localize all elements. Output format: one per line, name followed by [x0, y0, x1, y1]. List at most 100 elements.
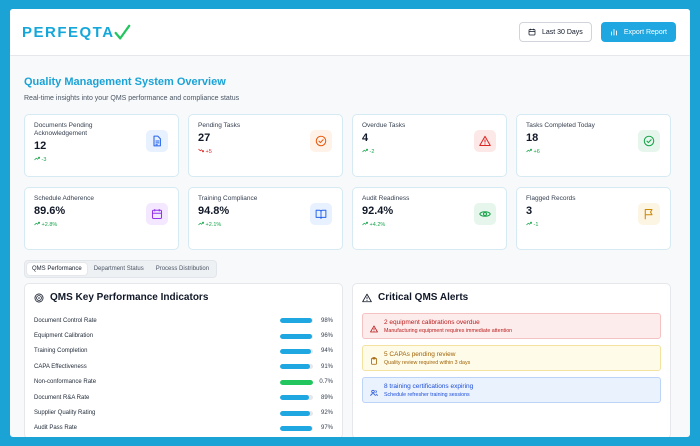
metric-card[interactable]: Schedule Adherence 89.6% +2.8% [24, 187, 179, 250]
trend-down-icon [198, 148, 204, 155]
metric-trend: -1 [526, 221, 661, 228]
trend-up-icon [526, 221, 532, 228]
metric-card[interactable]: Flagged Records 3 -1 [516, 187, 671, 250]
alert-item[interactable]: 5 CAPAs pending review Quality review re… [362, 345, 661, 371]
bar-chart-icon [610, 29, 617, 36]
warning-icon [370, 320, 378, 333]
date-range-button[interactable]: Last 30 Days [518, 22, 592, 42]
kpi-progress-fill [280, 395, 310, 401]
metric-value: 94.8% [198, 205, 230, 217]
metric-label: Training Compliance [198, 195, 258, 202]
kpi-name: CAPA Effectiveness [34, 363, 87, 370]
metric-card[interactable]: Tasks Completed Today 18 +6 [516, 114, 671, 177]
metric-trend-value: -2 [369, 149, 375, 155]
flag-icon [638, 203, 660, 225]
metric-card[interactable]: Audit Readiness 92.4% +4.2% [352, 187, 507, 250]
metric-trend: -2 [362, 148, 497, 155]
kpi-progress-fill [280, 379, 313, 385]
alert-description: Schedule refresher training sessions [384, 392, 470, 398]
app-window: PERFEQTA Last 30 Days Export Report Qual… [10, 9, 690, 437]
metric-trend: -3 [34, 156, 169, 163]
kpi-row: Document R&A Rate 89% [34, 390, 333, 405]
kpi-row: Non-conformance Rate 0.7% [34, 375, 333, 390]
page-subtitle: Real-time insights into your QMS perform… [24, 95, 240, 102]
check-circle-icon [310, 130, 332, 152]
tab-department-status[interactable]: Department Status [93, 266, 144, 272]
alert-title: 5 CAPAs pending review [384, 351, 456, 358]
export-report-button[interactable]: Export Report [600, 22, 676, 42]
kpi-panel: QMS Key Performance Indicators Document … [24, 283, 343, 437]
metric-card[interactable]: Overdue Tasks 4 -2 [352, 114, 507, 177]
metric-trend-value: +2.8% [41, 222, 58, 228]
kpi-value: 89% [320, 394, 333, 401]
kpi-progress-fill [280, 318, 313, 324]
metric-card[interactable]: Documents Pending Acknowledgement 12 -3 [24, 114, 179, 177]
kpi-name: Non-conformance Rate [34, 379, 97, 386]
metric-trend-value: -1 [533, 222, 539, 228]
metric-trend: +2.1% [198, 221, 333, 228]
metric-label: Pending Tasks [198, 122, 241, 129]
kpi-row: Audit Pass Rate 97% [34, 421, 333, 436]
kpi-row: Training Completion 94% [34, 344, 333, 359]
kpi-name: Audit Pass Rate [34, 425, 78, 432]
alert-item[interactable]: 8 training certifications expiring Sched… [362, 377, 661, 403]
alert-description: Quality review required within 3 days [384, 360, 471, 366]
metric-card[interactable]: Training Compliance 94.8% +2.1% [188, 187, 343, 250]
kpi-name: Supplier Quality Rating [34, 410, 96, 417]
kpi-progress-bar [280, 410, 313, 416]
alert-description: Manufacturing equipment requires immedia… [384, 328, 513, 334]
metric-trend: +5 [198, 148, 333, 155]
book-icon [310, 203, 332, 225]
kpi-progress-fill [280, 425, 312, 431]
kpi-value: 96% [320, 333, 333, 340]
kpi-panel-title: QMS Key Performance Indicators [50, 292, 209, 303]
trend-up-icon [34, 156, 40, 163]
target-icon [34, 293, 44, 302]
document-icon [146, 130, 168, 152]
kpi-progress-bar [280, 348, 313, 354]
logo-check-icon [114, 24, 130, 40]
metric-trend: +2.8% [34, 221, 169, 228]
kpi-value: 94% [320, 348, 333, 355]
kpi-progress-bar [280, 379, 313, 385]
kpi-progress-bar [280, 333, 313, 339]
warning-icon [474, 130, 496, 152]
tab-process-distribution[interactable]: Process Distribution [155, 266, 210, 272]
eye-icon [474, 203, 496, 225]
kpi-value: 91% [320, 363, 333, 370]
kpi-name: Training Completion [34, 348, 88, 355]
trend-up-icon [198, 221, 204, 228]
logo-text: PERFEQTA [22, 23, 115, 41]
metric-value: 89.6% [34, 205, 66, 217]
metric-value: 4 [362, 132, 369, 144]
kpi-value: 98% [320, 317, 333, 324]
metric-value: 3 [526, 205, 533, 217]
metric-label: Documents Pending Acknowledgement [34, 122, 93, 137]
metric-value: 18 [526, 132, 539, 144]
kpi-list: Document Control Rate 98% Equipment Cali… [34, 313, 333, 436]
metric-card[interactable]: Pending Tasks 27 +5 [188, 114, 343, 177]
metric-value: 12 [34, 140, 47, 152]
clipboard-icon [370, 352, 378, 365]
kpi-row: Supplier Quality Rating 92% [34, 405, 333, 420]
metric-label: Flagged Records [526, 195, 576, 202]
metric-label: Audit Readiness [362, 195, 410, 202]
tab-qms-performance[interactable]: QMS Performance [27, 263, 87, 275]
alert-title: 8 training certifications expiring [384, 383, 474, 390]
metric-trend-value: -3 [41, 157, 47, 163]
alerts-panel-title: Critical QMS Alerts [378, 292, 469, 303]
alert-item[interactable]: 2 equipment calibrations overdue Manufac… [362, 313, 661, 339]
logo[interactable]: PERFEQTA [22, 22, 131, 42]
kpi-row: Document Control Rate 98% [34, 313, 333, 328]
metric-trend: +6 [526, 148, 661, 155]
kpi-value: 0.7% [319, 379, 333, 386]
kpi-progress-fill [280, 333, 312, 339]
warning-icon [362, 293, 372, 302]
alerts-list: 2 equipment calibrations overdue Manufac… [362, 313, 661, 403]
kpi-progress-bar [280, 425, 313, 431]
trend-up-icon [526, 148, 532, 155]
trend-up-icon [34, 221, 40, 228]
top-bar: PERFEQTA Last 30 Days Export Report [10, 9, 690, 56]
kpi-value: 97% [320, 425, 333, 432]
kpi-progress-fill [280, 410, 311, 416]
